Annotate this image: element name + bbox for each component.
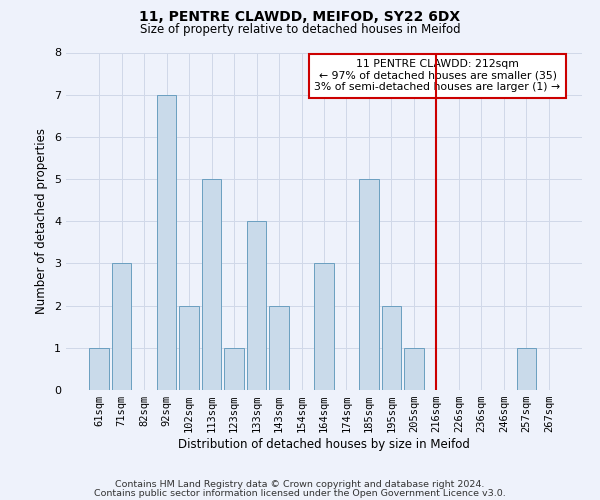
Bar bbox=[179, 306, 199, 390]
Bar bbox=[269, 306, 289, 390]
Text: Contains HM Land Registry data © Crown copyright and database right 2024.: Contains HM Land Registry data © Crown c… bbox=[115, 480, 485, 489]
Bar bbox=[112, 264, 131, 390]
Bar bbox=[314, 264, 334, 390]
Bar bbox=[382, 306, 401, 390]
Bar bbox=[157, 94, 176, 390]
Text: 11, PENTRE CLAWDD, MEIFOD, SY22 6DX: 11, PENTRE CLAWDD, MEIFOD, SY22 6DX bbox=[139, 10, 461, 24]
X-axis label: Distribution of detached houses by size in Meifod: Distribution of detached houses by size … bbox=[178, 438, 470, 451]
Bar bbox=[517, 348, 536, 390]
Text: Contains public sector information licensed under the Open Government Licence v3: Contains public sector information licen… bbox=[94, 488, 506, 498]
Bar bbox=[404, 348, 424, 390]
Bar bbox=[224, 348, 244, 390]
Bar bbox=[202, 179, 221, 390]
Text: 11 PENTRE CLAWDD: 212sqm
← 97% of detached houses are smaller (35)
3% of semi-de: 11 PENTRE CLAWDD: 212sqm ← 97% of detach… bbox=[314, 59, 560, 92]
Y-axis label: Number of detached properties: Number of detached properties bbox=[35, 128, 49, 314]
Text: Size of property relative to detached houses in Meifod: Size of property relative to detached ho… bbox=[140, 22, 460, 36]
Bar bbox=[89, 348, 109, 390]
Bar bbox=[359, 179, 379, 390]
Bar bbox=[247, 221, 266, 390]
